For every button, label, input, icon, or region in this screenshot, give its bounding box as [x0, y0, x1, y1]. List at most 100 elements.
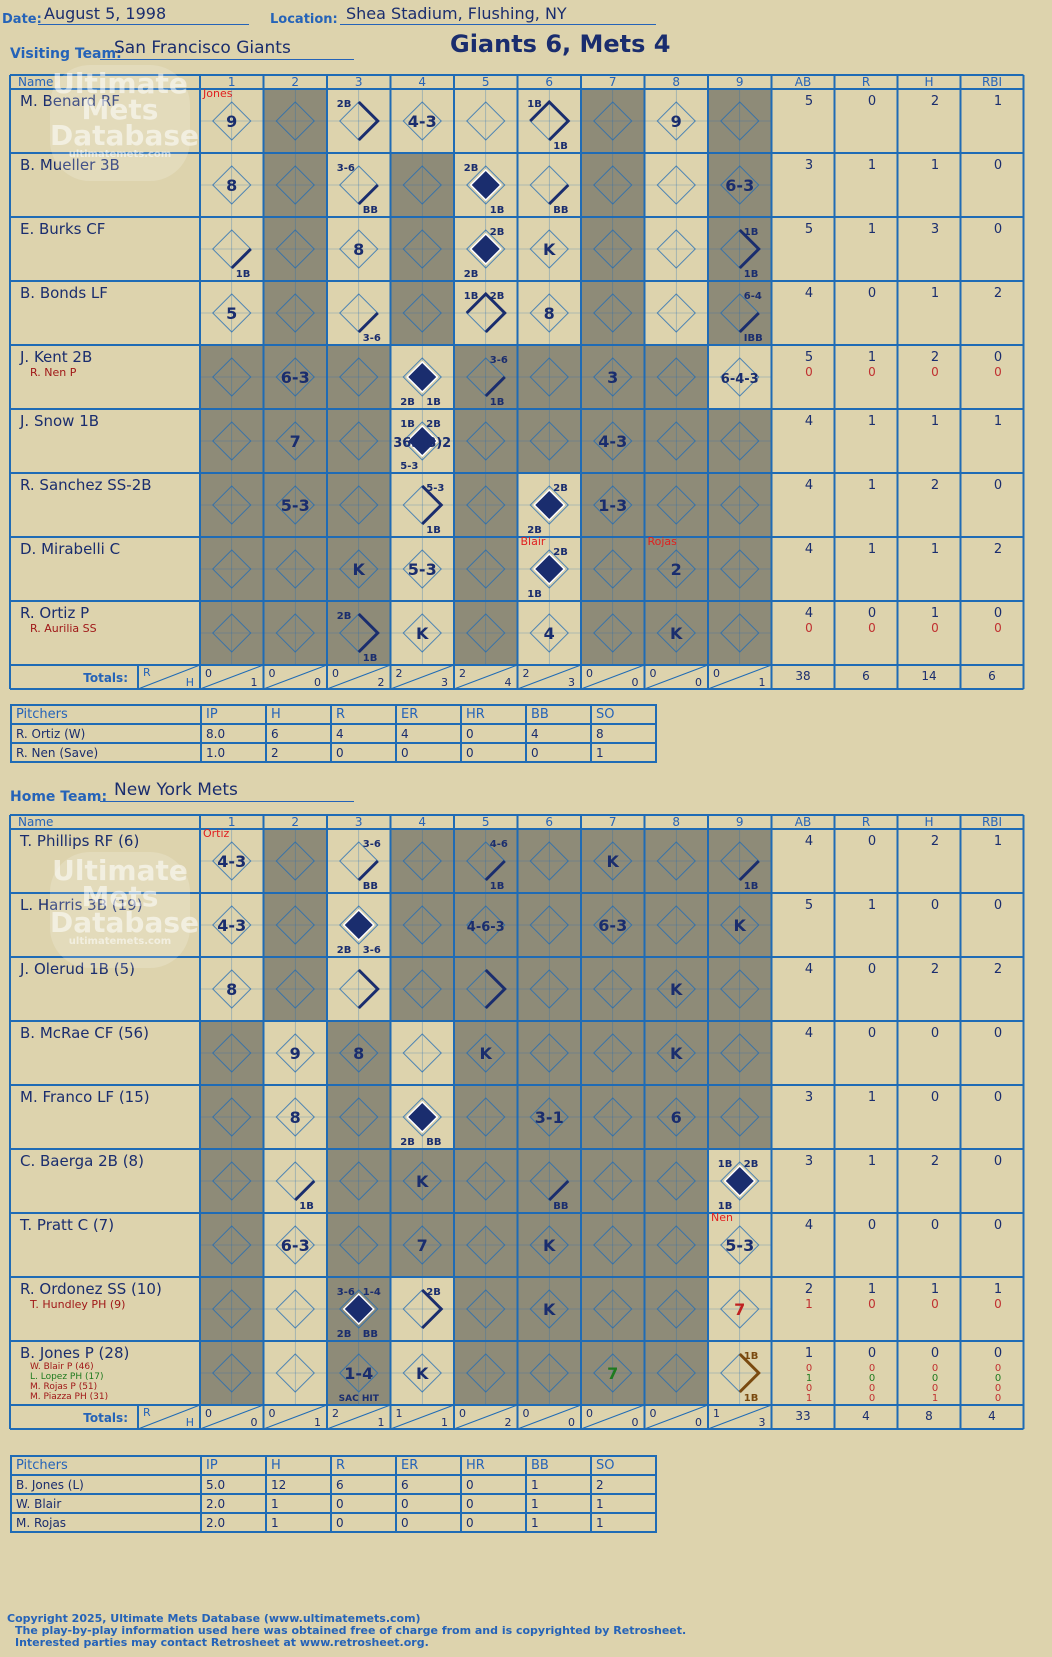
basepath-line [357, 183, 379, 206]
date-label: Date: [2, 12, 42, 27]
basepath-line [484, 859, 506, 882]
substitute-name: W. Blair P (46) [30, 1362, 94, 1372]
player-stat: 0 [868, 621, 876, 635]
play-notation: 6-3 [598, 916, 627, 935]
substitute-name: M. Rojas P (51) [30, 1382, 97, 1392]
totals-divider [517, 1404, 582, 1430]
player-stat: 0 [868, 606, 876, 621]
totals-label: Totals: [83, 671, 128, 685]
play-notation: 1B [490, 205, 505, 216]
pitching-column-header: R [330, 704, 397, 725]
play-notation: 6-3 [281, 368, 310, 387]
inning-hits-total: 1 [378, 1416, 385, 1429]
play-notation: 2 [671, 560, 682, 579]
totals-divider [453, 664, 518, 690]
play-notation: 8 [226, 176, 237, 195]
player-stat: 0 [995, 1383, 1001, 1394]
play-notation: 1B [744, 881, 759, 892]
run-scored-diamond [342, 1292, 375, 1326]
run-scored-diamond [406, 360, 439, 394]
totals-divider [580, 664, 645, 690]
player-stat: 0 [869, 1363, 875, 1374]
team-total: 8 [925, 1409, 933, 1423]
column-header: 4 [418, 815, 426, 829]
player-stat: 4 [805, 834, 813, 849]
play-notation: 1B [744, 1351, 759, 1362]
play-notation: 8 [290, 1108, 301, 1127]
pitching-column-header: HR [460, 704, 527, 725]
player-stat: 0 [932, 1383, 938, 1394]
player-stat: 0 [869, 1393, 875, 1404]
pitcher-stat: 4 [525, 723, 592, 744]
inning-runs-total: 2 [332, 1407, 339, 1420]
play-notation: 3-1 [535, 1108, 564, 1127]
date-value: August 5, 1998 [38, 4, 249, 25]
pitching-column-header: ER [395, 1455, 462, 1476]
column-header: RBI [982, 75, 1002, 89]
home-team-name: New York Mets [100, 779, 354, 802]
pitching-column-header: H [265, 704, 332, 725]
player-stat: 1 [868, 414, 876, 429]
player-stat: 1 [994, 834, 1002, 849]
play-notation: 7 [734, 1300, 745, 1319]
player-name: J. Kent 2B [19, 348, 92, 366]
player-stat: 4 [805, 286, 813, 301]
column-header: 2 [291, 815, 299, 829]
player-stat: 2 [931, 962, 939, 977]
inning-hits-total: 0 [568, 1416, 575, 1429]
pitching-column-header: SO [590, 704, 657, 725]
column-header: 9 [736, 815, 744, 829]
play-notation: 9 [226, 112, 237, 131]
play-notation: 1B [464, 291, 479, 302]
play-notation: SAC HIT [339, 1394, 380, 1404]
inning-hits-total: 1 [759, 676, 766, 689]
totals-divider [390, 664, 455, 690]
basepath-line [357, 100, 380, 142]
pitcher-stat: 1 [265, 1512, 332, 1533]
play-notation: IBB [744, 333, 763, 344]
inning-runs-total: 2 [459, 667, 466, 680]
basepath-line [484, 375, 506, 398]
play-notation: BB [363, 205, 378, 216]
play-notation: 7 [607, 1364, 618, 1383]
team-total: 6 [988, 669, 996, 683]
pitcher-row: W. Blair 2.0 1 0 0 0 1 1 [10, 1493, 657, 1514]
watermark-logo: Ultimate Mets Database ultimatemets.com [50, 65, 199, 181]
player-name: L. Harris 3B (19) [20, 896, 143, 914]
player-name: J. Olerud 1B (5) [19, 960, 135, 978]
play-notation: 1B [490, 881, 505, 892]
player-stat: 1 [994, 94, 1002, 109]
play-notation: 2B [553, 547, 568, 558]
column-header: AB [795, 815, 811, 829]
player-stat: 4 [805, 1218, 813, 1233]
play-notation: 3-6 [490, 355, 508, 366]
player-name: M. Franco LF (15) [20, 1088, 150, 1106]
play-notation: 4-6 [490, 839, 508, 850]
play-notation: 1B [527, 589, 542, 600]
player-stat: 1 [868, 1090, 876, 1105]
inning-runs-total: 1 [713, 1407, 720, 1420]
player-stat: 2 [931, 478, 939, 493]
pitcher-name: W. Blair [10, 1493, 202, 1514]
pitcher-stat: 0 [330, 742, 397, 763]
player-stat: 0 [994, 898, 1002, 913]
play-notation: 6-4-3 [721, 372, 759, 387]
basepath-line [529, 99, 571, 142]
basepath-line [357, 311, 379, 334]
run-scored-diamond [406, 1100, 439, 1134]
pitcher-change-note: Jones [202, 87, 233, 100]
basepath-line [421, 1288, 444, 1330]
column-header: 8 [672, 75, 680, 89]
play-notation: 2B [464, 163, 479, 174]
basepath-line [738, 311, 760, 334]
play-notation: 1B [718, 1159, 733, 1170]
inning-runs-total: 0 [269, 667, 276, 680]
home-team-label: Home Team: [10, 789, 108, 805]
pitching-column-header: SO [590, 1455, 657, 1476]
play-notation: 3-6 [337, 163, 355, 174]
player-stat: 0 [994, 365, 1002, 379]
column-header: 5 [482, 75, 490, 89]
inning-runs-total: 1 [396, 1407, 403, 1420]
pitcher-stat: 0 [525, 742, 592, 763]
